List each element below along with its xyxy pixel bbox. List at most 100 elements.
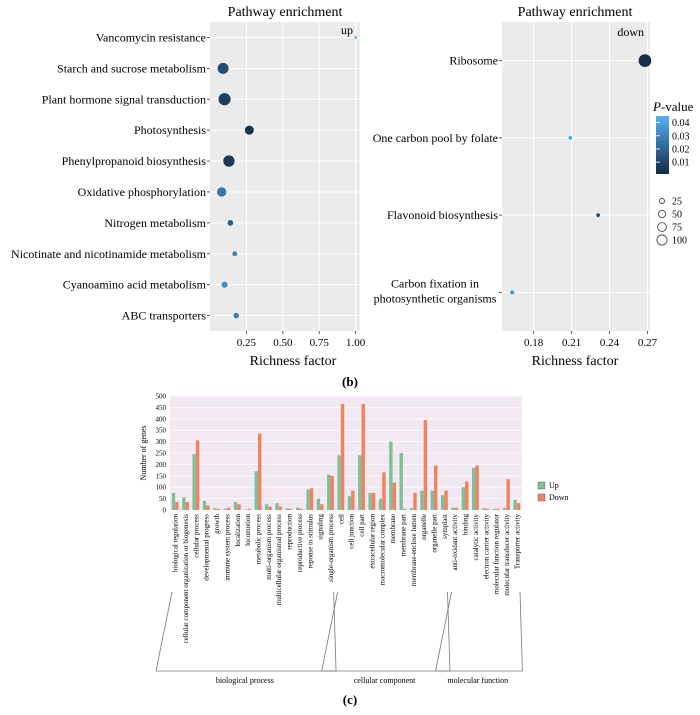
- bar-down-metabolic-process: [258, 434, 261, 510]
- bar-up-metabolic-process: [255, 471, 258, 510]
- point-oxidative-phosphorylation: [217, 187, 226, 196]
- bar-down-binding: [465, 482, 468, 511]
- x-axis-label-down: Richness factor: [532, 354, 619, 369]
- point-nitrogen-metabolism: [228, 220, 234, 226]
- point-nicotinate-and-nicotinamide-metabolism: [232, 251, 237, 256]
- size-legend-label: 25: [672, 197, 682, 208]
- x-tick-label: 1.00: [346, 337, 366, 349]
- y-tick-label-cyanoamino-acid-metabolism: Cyanoamino acid metabolism: [63, 278, 207, 292]
- x-tick-label: 0.25: [237, 337, 257, 349]
- bar-category-membrane: membrane: [389, 514, 397, 544]
- bar-up-symplast: [441, 495, 444, 510]
- bar-category-molecular-transducer-activity: molecular transducer activity: [503, 514, 511, 596]
- bar-up-catalytic-activity: [472, 468, 475, 510]
- bar-down-reproduction: [289, 509, 292, 510]
- bar-down-localization: [237, 504, 240, 510]
- x-tick-label: 0.27: [638, 337, 658, 349]
- bar-down-cell: [341, 404, 344, 510]
- bar-up-membrane-part: [400, 453, 403, 510]
- bar-category-macromolecular-complex: macromolecular complex: [379, 514, 387, 586]
- bar-down-transporter-activity: [517, 503, 520, 510]
- panel-label-c: (c): [343, 692, 357, 707]
- y-tick-label-nitrogen-metabolism: Nitrogen metabolism: [104, 216, 206, 230]
- bar-down-membrane-part: [403, 509, 406, 510]
- y-tick-label-vancomycin-resistance: Vancomycin resistance: [96, 30, 206, 44]
- bar-category-single-organism-process: single-organism process: [327, 514, 335, 582]
- plot-title-up: Pathway enrichment: [228, 5, 343, 20]
- y-tick-label-one-carbon-pool-by-folate: One carbon pool by folate: [373, 131, 498, 145]
- colorbar-tick-label: 0.02: [672, 144, 690, 155]
- point-phenylpropanoid-biosynthesis: [223, 155, 234, 166]
- point-carbon-fixation-in-photosynthetic-organisms: [510, 290, 514, 294]
- y-tick-label-starch-and-sucrose-metabolism: Starch and sucrose metabolism: [57, 61, 207, 75]
- y-tick-label-abc-transporters: ABC transporters: [122, 309, 207, 323]
- bar-up-cell-junction: [348, 496, 351, 510]
- bar-up-cell: [337, 455, 340, 510]
- bar-category-cell-part: cell part: [358, 514, 366, 537]
- bar-down-biological-regulation: [175, 502, 178, 510]
- bar-down-membrane-enclose-lumen: [413, 493, 416, 510]
- bar-down-molecular-transducer-activity: [506, 479, 509, 510]
- group-bracket-cellular-component: [322, 592, 450, 671]
- y-tick-label-line: Carbon fixation in: [391, 276, 479, 290]
- bar-category-multicellular-organismal-process: multicellular organismal process: [275, 514, 283, 606]
- bar-y-tick-label: 150: [156, 472, 167, 480]
- size-legend-circle: [657, 235, 667, 245]
- bar-y-tick-label: 350: [156, 427, 167, 435]
- bar-category-metabolic-process: metabolic process: [255, 514, 263, 565]
- bar-up-molecular-function-regulator: [493, 509, 496, 510]
- bar-y-tick-label: 400: [156, 415, 167, 423]
- bar-category-biological-regulation: biological regulation: [172, 514, 180, 573]
- p-value-title-p: P: [652, 99, 661, 114]
- bar-down-reponse-to-stimulus: [310, 488, 313, 510]
- bar-up-transporter-activity: [513, 500, 516, 510]
- bar-up-cellular-process: [192, 454, 195, 510]
- bar-down-macromolecular-complex: [382, 472, 385, 510]
- bar-y-tick-label: 300: [156, 438, 167, 446]
- bar-up-organelle-part: [431, 491, 434, 510]
- legend-swatch-down: [538, 494, 545, 501]
- p-value-title-rest: -value: [661, 99, 694, 114]
- bar-down-multicellular-organismal-process: [279, 507, 282, 510]
- bar-category-symplast: symplast: [441, 514, 449, 539]
- bar-category-immune-system-process: immune system process: [223, 514, 231, 581]
- y-tick-label-nicotinate-and-nicotinamide-metabolism: Nicotinate and nicotinamide metabolism: [11, 247, 207, 261]
- x-tick-label: 0.75: [310, 337, 330, 349]
- bar-down-multi-organism-process: [268, 507, 271, 510]
- size-legend-circle: [659, 198, 664, 203]
- bar-down-organelle: [424, 420, 427, 510]
- bar-category-membrane-part: membrane part: [399, 514, 407, 556]
- plot-title-down: Pathway enrichment: [518, 5, 633, 20]
- bar-down-cellular-process: [196, 440, 199, 510]
- bar-up-immune-system-process: [224, 509, 227, 510]
- p-value-legend-title: P-value: [652, 99, 694, 114]
- p-value-legend: P-value 0.040.030.020.01: [652, 99, 694, 174]
- y-tick-label-plant-hormone-signal-transduction: Plant hormone signal transduction: [42, 92, 206, 106]
- bar-down-catalytic-activity: [475, 466, 478, 510]
- y-tick-label-line: photosynthetic organisms: [374, 291, 497, 305]
- point-cyanoamino-acid-metabolism: [221, 282, 227, 288]
- bar-category-cell: cell: [337, 514, 345, 524]
- bar-up-membrane-enclose-lumen: [410, 508, 413, 510]
- bar-down-cell-part: [362, 404, 365, 510]
- bar-category-transporter-activity: Transporter activity: [513, 514, 521, 570]
- bar-category-membrane-enclose-lumen: membrane-enclose lumen: [410, 514, 418, 587]
- bar-category-cell-junction: cell junction: [348, 514, 356, 549]
- bar-down-cell-junction: [351, 491, 354, 510]
- bar-category-signaling: signaling: [317, 514, 325, 540]
- point-flavonoid-biosynthesis: [596, 213, 600, 217]
- bar-category-cellular-process: cellular process: [192, 514, 200, 558]
- bar-up-localization: [234, 502, 237, 510]
- bar-y-tick-label: 50: [159, 495, 167, 503]
- bar-category-localization: localization: [234, 514, 242, 547]
- point-vancomycin-resistance: [354, 36, 357, 39]
- bar-down-extracellular-region: [372, 493, 375, 510]
- bar-down-single-organism-process: [330, 476, 333, 510]
- bar-category-cellular-component-organization-or-biogenesis: cellular component organization or bioge…: [182, 514, 190, 644]
- bar-up-signaling: [317, 499, 320, 510]
- bar-down-electron-carrier-activity: [486, 509, 489, 510]
